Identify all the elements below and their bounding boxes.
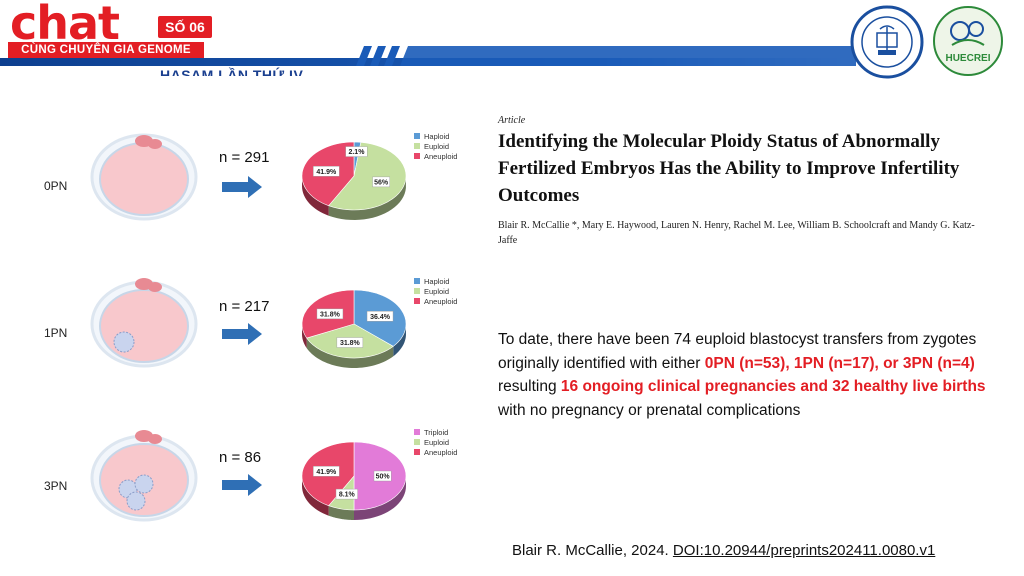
university-seal-icon [850,5,924,79]
pie-slice-euploid [328,141,407,211]
embryo-1pn-illustration [90,278,198,368]
svg-text:50%: 50% [376,474,391,481]
pie-data-label: 56% [372,176,390,188]
svg-text:31.8%: 31.8% [340,340,361,347]
pie-data-label: 41.9% [313,466,340,477]
logo-tagline: CÙNG CHUYÊN GIA GENOME [8,42,204,58]
summary-text: To date, there have been 74 euploid blas… [498,331,977,372]
pie-data-label: 41.9% [313,166,340,177]
citation-doi-link[interactable]: DOI:10.20944/preprints202411.0080.v1 [672,542,936,559]
citation-author: Blair R. McCallie, 2024. [512,542,673,559]
row-count-3pn: n = 86 [219,449,262,466]
legend-label: Euploid [424,437,450,447]
chat-logo: chat SỐ 06 [10,0,212,50]
legend-swatch [414,153,420,159]
embryo-3pn-illustration [90,430,198,522]
legend-item-haploid: Haploid [414,276,457,286]
pie-side-euploid [328,177,406,220]
huecrei-text: HUECREI [945,53,990,64]
legend-label: Haploid [424,276,450,286]
summary-highlight-outcomes: 16 ongoing clinical pregnancies and 32 h… [560,378,986,395]
pie-side-euploid [306,338,394,368]
legend-swatch [414,429,420,435]
pie-side-aneuploid [302,476,329,516]
summary-text: resulting [498,378,561,395]
legend-label: Triploid [424,427,449,437]
row-label-0pn: 0PN [44,179,68,193]
summary-paragraph: To date, there have been 74 euploid blas… [498,328,998,422]
legend-swatch [414,298,420,304]
legend-3pn: Triploid Euploid Aneuploid [414,427,457,457]
pie-side-aneuploid [302,324,307,349]
legend-swatch [414,133,420,139]
row-label-1pn: 1PN [44,326,68,340]
svg-text:41.9%: 41.9% [316,469,337,476]
article-authors: Blair R. McCallie *, Mary E. Haywood, La… [498,220,975,246]
svg-text:36.4%: 36.4% [370,314,391,321]
logo-word: chat [10,0,120,50]
svg-text:31.8%: 31.8% [320,311,341,318]
legend-swatch [414,143,420,149]
row-count-0pn: n = 291 [219,149,270,166]
svg-text:8.1%: 8.1% [339,492,356,499]
pie-data-label: 31.8% [316,308,344,320]
event-title: HASAM LẦN THỨ IV [160,67,304,76]
legend-item-euploid: Euploid [414,141,457,151]
legend-swatch [414,439,420,445]
pie-data-label: 8.1% [335,488,358,500]
legend-item-euploid: Euploid [414,437,457,447]
legend-item-triploid: Triploid [414,427,457,437]
citation: Blair R. McCallie, 2024. DOI:10.20944/pr… [512,542,935,559]
logo-issue-badge: SỐ 06 [158,16,212,38]
svg-text:56%: 56% [374,179,389,186]
legend-label: Aneuploid [424,447,458,457]
legend-item-aneuploid: Aneuploid [414,296,457,306]
legend-item-haploid: Haploid [414,131,457,141]
article-title: Identifying the Molecular Ploidy Status … [498,131,960,206]
svg-text:41.9%: 41.9% [316,169,337,176]
row-count-1pn: n = 217 [219,298,270,315]
pie-side-aneuploid [302,176,329,216]
legend-swatch [414,278,420,284]
legend-label: Euploid [424,141,450,151]
summary-text: with no pregnancy or prenatal complicati… [498,401,801,419]
legend-label: Aneuploid [424,296,458,306]
summary-highlight-pn-counts: 0PN (n=53), 1PN (n=17), or 3PN (n=4) [704,354,975,372]
embryo-0pn-illustration [90,133,198,221]
pie-chart-1pn: 36.4% 31.8% 31.8% [301,289,407,368]
svg-text:2.1%: 2.1% [348,149,365,156]
header-slash-pattern [356,46,856,66]
article-kicker: Article [498,115,526,126]
legend-item-aneuploid: Aneuploid [414,151,457,161]
pie-data-label: 50% [373,470,392,482]
arrow-right-icon [222,176,262,198]
row-label-3pn: 3PN [44,479,68,493]
legend-label: Haploid [424,131,450,141]
legend-swatch [414,288,420,294]
arrow-right-icon [222,323,262,345]
legend-swatch [414,449,420,455]
legend-label: Aneuploid [424,151,458,161]
legend-1pn: Haploid Euploid Aneuploid [414,276,457,306]
pie-data-label: 36.4% [366,311,394,322]
pie-chart-3pn: 50% 8.1% 41.9% [301,441,407,520]
pie-chart-0pn: 2.1% 56% 41.9% [301,141,407,220]
huecrei-logo-icon: HUECREI [933,6,1003,76]
legend-label: Euploid [424,286,450,296]
arrow-right-icon [222,474,262,496]
legend-0pn: Haploid Euploid Aneuploid [414,131,457,161]
legend-item-aneuploid: Aneuploid [414,447,457,457]
pie-side-euploid [328,505,354,520]
pie-data-label: 31.8% [336,337,364,348]
legend-item-euploid: Euploid [414,286,457,296]
pie-data-label: 2.1% [345,146,368,157]
